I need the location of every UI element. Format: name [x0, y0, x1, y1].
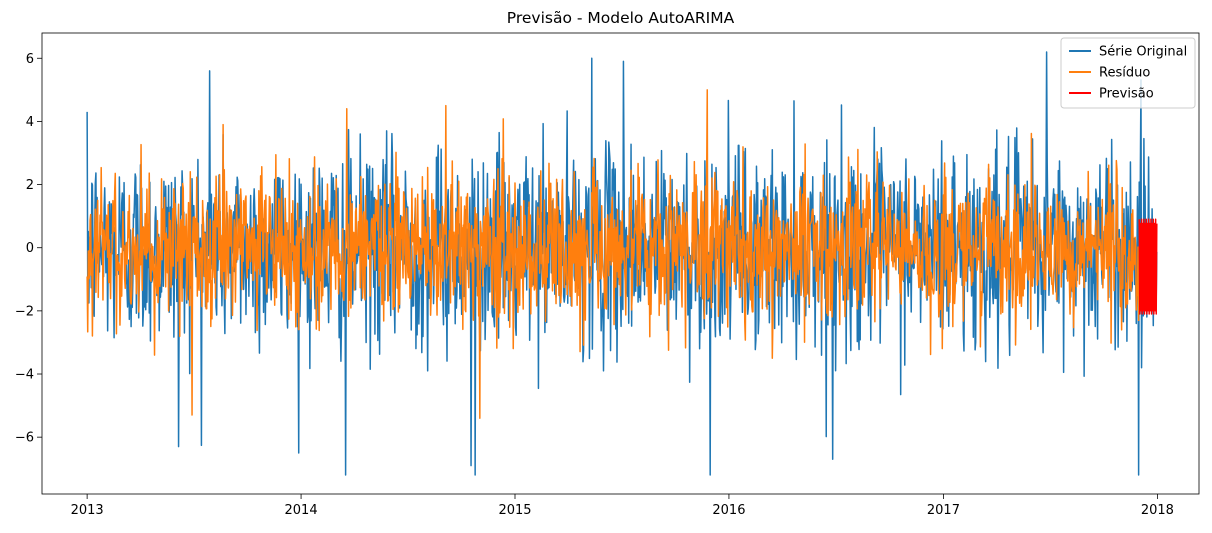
y-tick-label: 2	[26, 178, 34, 193]
legend: Série Original Resíduo Previsão	[1060, 37, 1196, 109]
y-tick-label: 6	[26, 52, 34, 67]
y-tick-label: −4	[15, 368, 34, 383]
y-tick-label: 0	[26, 241, 34, 256]
legend-label: Resíduo	[1099, 66, 1150, 81]
series-line-serie-original	[86, 51, 1158, 476]
x-tick-label: 2018	[1141, 503, 1174, 518]
y-tick-label: −6	[15, 431, 34, 446]
y-tick-label: −2	[15, 304, 34, 319]
x-tick-label: 2015	[498, 503, 531, 518]
x-tick-label: 2016	[712, 503, 745, 518]
series-group	[86, 51, 1158, 476]
chart-title: Previsão - Modelo AutoARIMA	[507, 9, 735, 27]
x-tick-label: 2014	[285, 503, 318, 518]
legend-label: Previsão	[1099, 87, 1154, 102]
legend-box	[1060, 37, 1196, 109]
series-line-residuo	[86, 89, 1140, 419]
y-tick-label: 4	[26, 115, 34, 130]
x-tick-label: 2017	[927, 503, 960, 518]
series-line-previsao	[1138, 218, 1158, 315]
x-tick-label: 2013	[71, 503, 104, 518]
axes-frame	[41, 32, 1200, 495]
legend-label: Série Original	[1099, 45, 1187, 60]
